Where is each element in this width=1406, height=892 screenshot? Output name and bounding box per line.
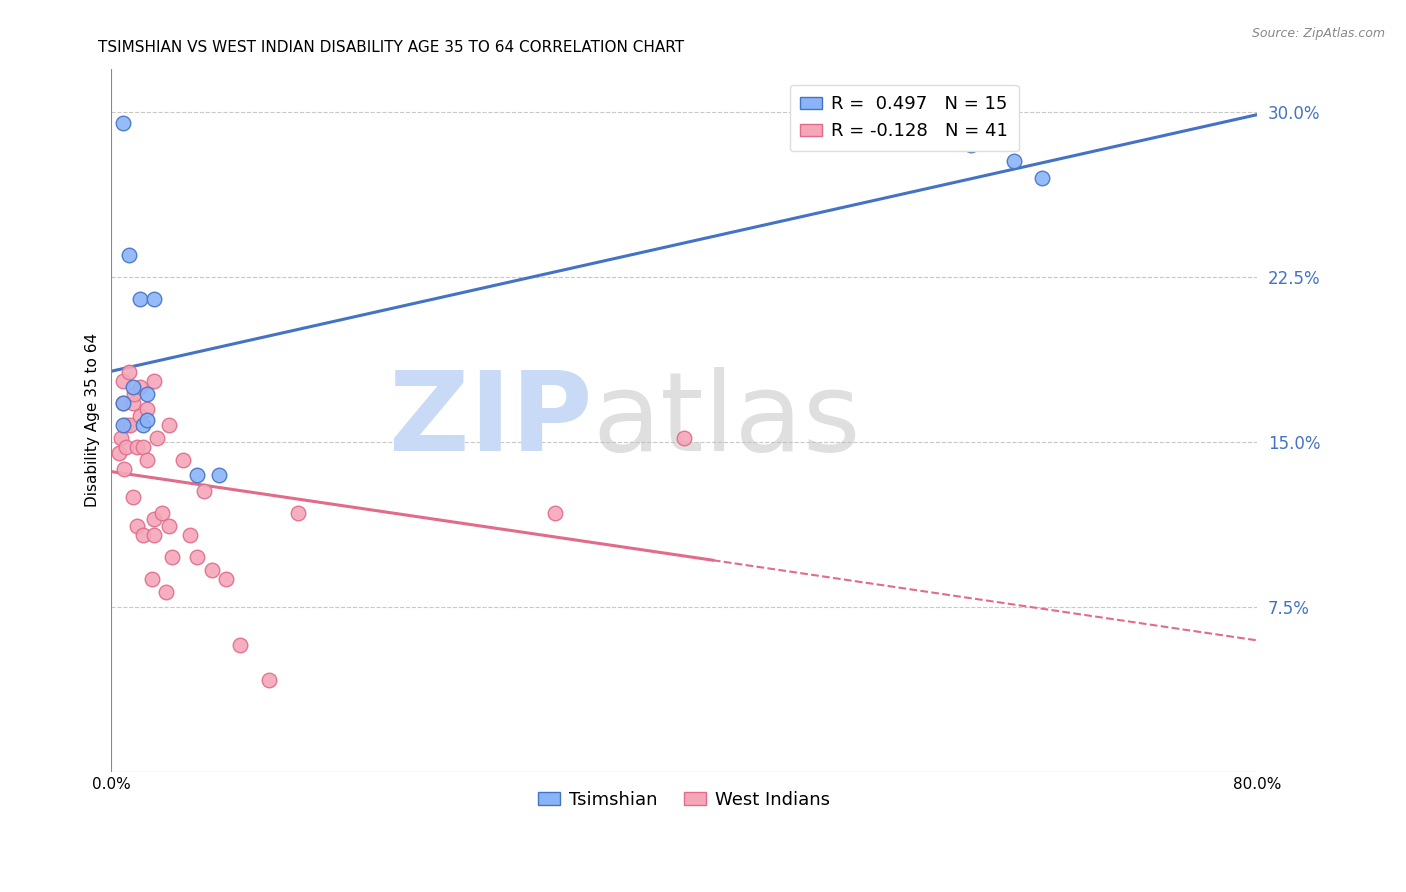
Point [143,374,166,388]
Point [111,116,134,130]
Point [229,638,252,652]
Point [155,584,177,599]
Point [114,417,136,432]
Point [111,374,134,388]
Point [112,461,135,475]
Text: Source: ZipAtlas.com: Source: ZipAtlas.com [1251,27,1385,40]
Point [124,387,146,401]
Point [114,440,136,454]
Point [143,527,166,541]
Point [157,417,180,432]
Point [157,518,180,533]
Text: atlas: atlas [592,367,860,474]
Point [136,402,159,417]
Point [143,293,166,307]
Point [257,673,280,687]
Text: ZIP: ZIP [389,367,592,474]
Point [186,549,208,564]
Point [117,365,139,379]
Point [186,468,208,483]
Point [141,572,163,586]
Point [122,380,145,394]
Point [150,506,173,520]
Point [111,395,134,409]
Point [193,483,215,498]
Point [143,512,166,526]
Point [132,417,155,432]
Point [107,446,129,460]
Point [110,431,132,445]
Point [201,563,224,577]
Point [129,409,152,423]
Legend: Tsimshian, West Indians: Tsimshian, West Indians [531,783,838,816]
Point [544,506,567,520]
Point [215,572,238,586]
Point [136,387,159,401]
Point [132,440,155,454]
Point [132,527,155,541]
Point [129,293,152,307]
Point [118,417,141,432]
Point [136,413,159,427]
Point [959,138,981,153]
Point [111,395,134,409]
Point [208,468,231,483]
Point [129,380,152,394]
Text: TSIMSHIAN VS WEST INDIAN DISABILITY AGE 35 TO 64 CORRELATION CHART: TSIMSHIAN VS WEST INDIAN DISABILITY AGE … [98,40,685,55]
Point [127,518,149,533]
Point [117,248,139,262]
Point [287,506,309,520]
Point [136,453,159,467]
Point [1002,153,1025,168]
Point [146,431,169,445]
Point [1031,171,1053,186]
Point [111,417,134,432]
Point [160,549,183,564]
Point [122,395,145,409]
Point [673,431,696,445]
Point [127,440,149,454]
Point [122,490,145,504]
Point [179,527,201,541]
Point [172,453,194,467]
Y-axis label: Disability Age 35 to 64: Disability Age 35 to 64 [86,334,100,508]
